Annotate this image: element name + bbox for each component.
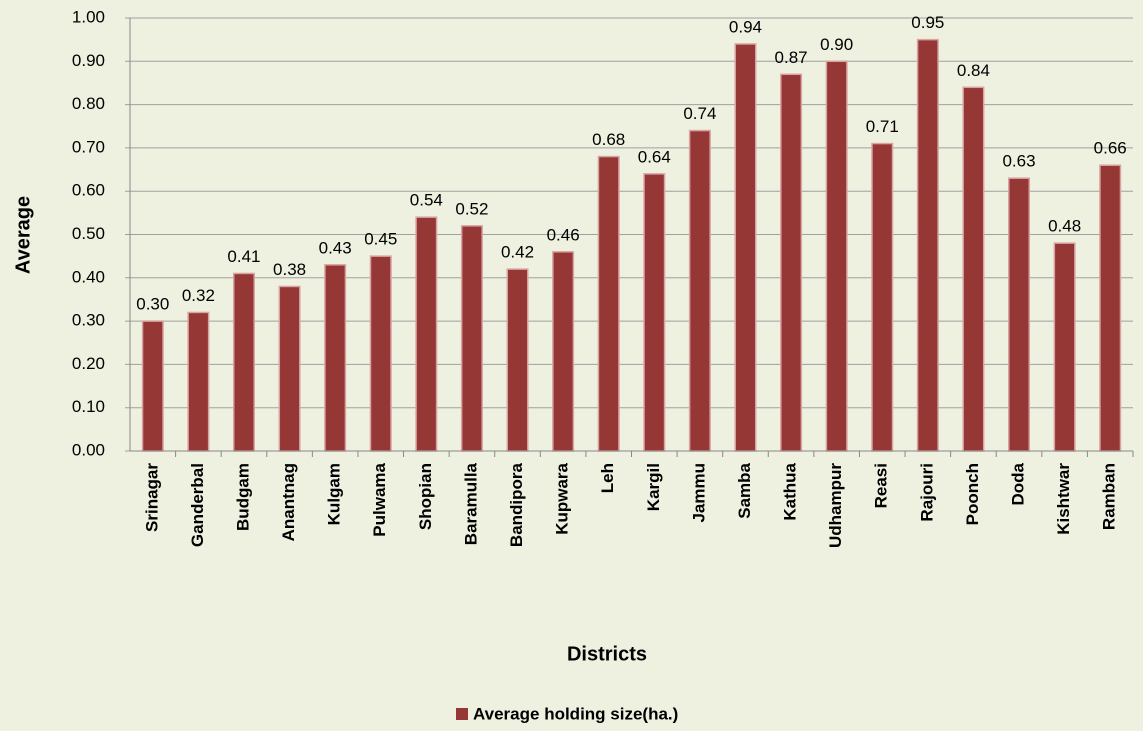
y-tick-label: 0.60 bbox=[72, 181, 105, 200]
x-tick-label: Jammu bbox=[689, 463, 708, 523]
data-label: 0.38 bbox=[273, 260, 306, 279]
data-label: 0.41 bbox=[227, 247, 260, 266]
data-label: 0.43 bbox=[319, 238, 352, 257]
data-label: 0.74 bbox=[683, 104, 716, 123]
bar bbox=[1099, 164, 1122, 452]
bar bbox=[324, 264, 347, 452]
data-label: 0.71 bbox=[866, 117, 899, 136]
x-axis-title: Districts bbox=[567, 643, 647, 665]
data-label: 0.52 bbox=[455, 199, 488, 218]
x-tick-label: Kupwara bbox=[553, 462, 572, 534]
data-label: 0.32 bbox=[182, 286, 215, 305]
y-tick-label: 0.20 bbox=[72, 354, 105, 373]
x-tick-label: Samba bbox=[735, 462, 754, 518]
bar bbox=[780, 73, 803, 452]
bar bbox=[688, 129, 711, 452]
data-label: 0.48 bbox=[1048, 217, 1081, 236]
bar bbox=[1008, 177, 1031, 452]
bar bbox=[916, 38, 939, 452]
data-label: 0.95 bbox=[911, 13, 944, 32]
data-label: 0.45 bbox=[364, 230, 397, 249]
legend-swatch bbox=[456, 708, 468, 720]
bar bbox=[232, 272, 255, 452]
x-tick-label: Ramban bbox=[1100, 463, 1119, 530]
x-tick-label: Kargil bbox=[644, 463, 663, 511]
y-tick-label: 0.10 bbox=[72, 397, 105, 416]
data-label: 0.66 bbox=[1094, 139, 1127, 158]
data-label: 0.87 bbox=[775, 48, 808, 67]
bar bbox=[552, 251, 575, 452]
x-tick-label: Anantnag bbox=[279, 463, 298, 541]
y-tick-label: 0.30 bbox=[72, 311, 105, 330]
bar bbox=[825, 60, 848, 452]
bar bbox=[962, 86, 985, 452]
bar bbox=[460, 225, 483, 452]
x-tick-label: Kathua bbox=[781, 462, 800, 520]
bar bbox=[597, 155, 620, 452]
x-tick-label: Rajouri bbox=[917, 463, 936, 522]
data-label: 0.54 bbox=[410, 191, 443, 210]
data-label: 0.63 bbox=[1002, 152, 1035, 171]
x-tick-label: Reasi bbox=[872, 463, 891, 508]
bar bbox=[415, 216, 438, 452]
y-tick-label: 0.90 bbox=[72, 51, 105, 70]
bar bbox=[734, 43, 757, 452]
data-label: 0.84 bbox=[957, 61, 990, 80]
data-label: 0.68 bbox=[592, 130, 625, 149]
x-tick-label: Bandipora bbox=[507, 462, 526, 547]
x-tick-label: Poonch bbox=[963, 463, 982, 525]
data-label: 0.30 bbox=[136, 295, 169, 314]
bar bbox=[871, 142, 894, 452]
x-tick-label: Doda bbox=[1009, 462, 1028, 505]
x-tick-label: Srinagar bbox=[142, 463, 161, 532]
bar bbox=[141, 320, 164, 452]
y-axis-title: Average bbox=[12, 196, 34, 274]
data-label: 0.90 bbox=[820, 35, 853, 54]
x-tick-label: Budgam bbox=[233, 463, 252, 531]
bar bbox=[369, 255, 392, 452]
x-tick-label: Ganderbal bbox=[188, 463, 207, 547]
bar bbox=[187, 311, 210, 452]
y-tick-label: 0.50 bbox=[72, 224, 105, 243]
y-tick-label: 0.80 bbox=[72, 94, 105, 113]
x-tick-label: Baramulla bbox=[461, 462, 480, 545]
y-tick-label: 0.40 bbox=[72, 267, 105, 286]
y-tick-label: 1.00 bbox=[72, 7, 105, 26]
data-label: 0.46 bbox=[547, 225, 580, 244]
x-tick-label: Kishtwar bbox=[1054, 463, 1073, 535]
bar bbox=[506, 268, 529, 452]
data-label: 0.64 bbox=[638, 147, 671, 166]
x-tick-label: Shopian bbox=[416, 463, 435, 530]
x-tick-label: Kulgam bbox=[325, 463, 344, 525]
legend-label: Average holding size(ha.) bbox=[473, 704, 678, 723]
bar bbox=[278, 285, 301, 452]
x-tick-label: Leh bbox=[598, 463, 617, 493]
data-label: 0.94 bbox=[729, 17, 762, 36]
x-tick-label: Pulwama bbox=[370, 462, 389, 536]
y-tick-label: 0.70 bbox=[72, 137, 105, 156]
y-tick-label: 0.00 bbox=[72, 440, 105, 459]
bar bbox=[643, 173, 666, 452]
bar bbox=[1053, 242, 1076, 452]
x-tick-label: Udhampur bbox=[826, 463, 845, 548]
data-label: 0.42 bbox=[501, 243, 534, 262]
